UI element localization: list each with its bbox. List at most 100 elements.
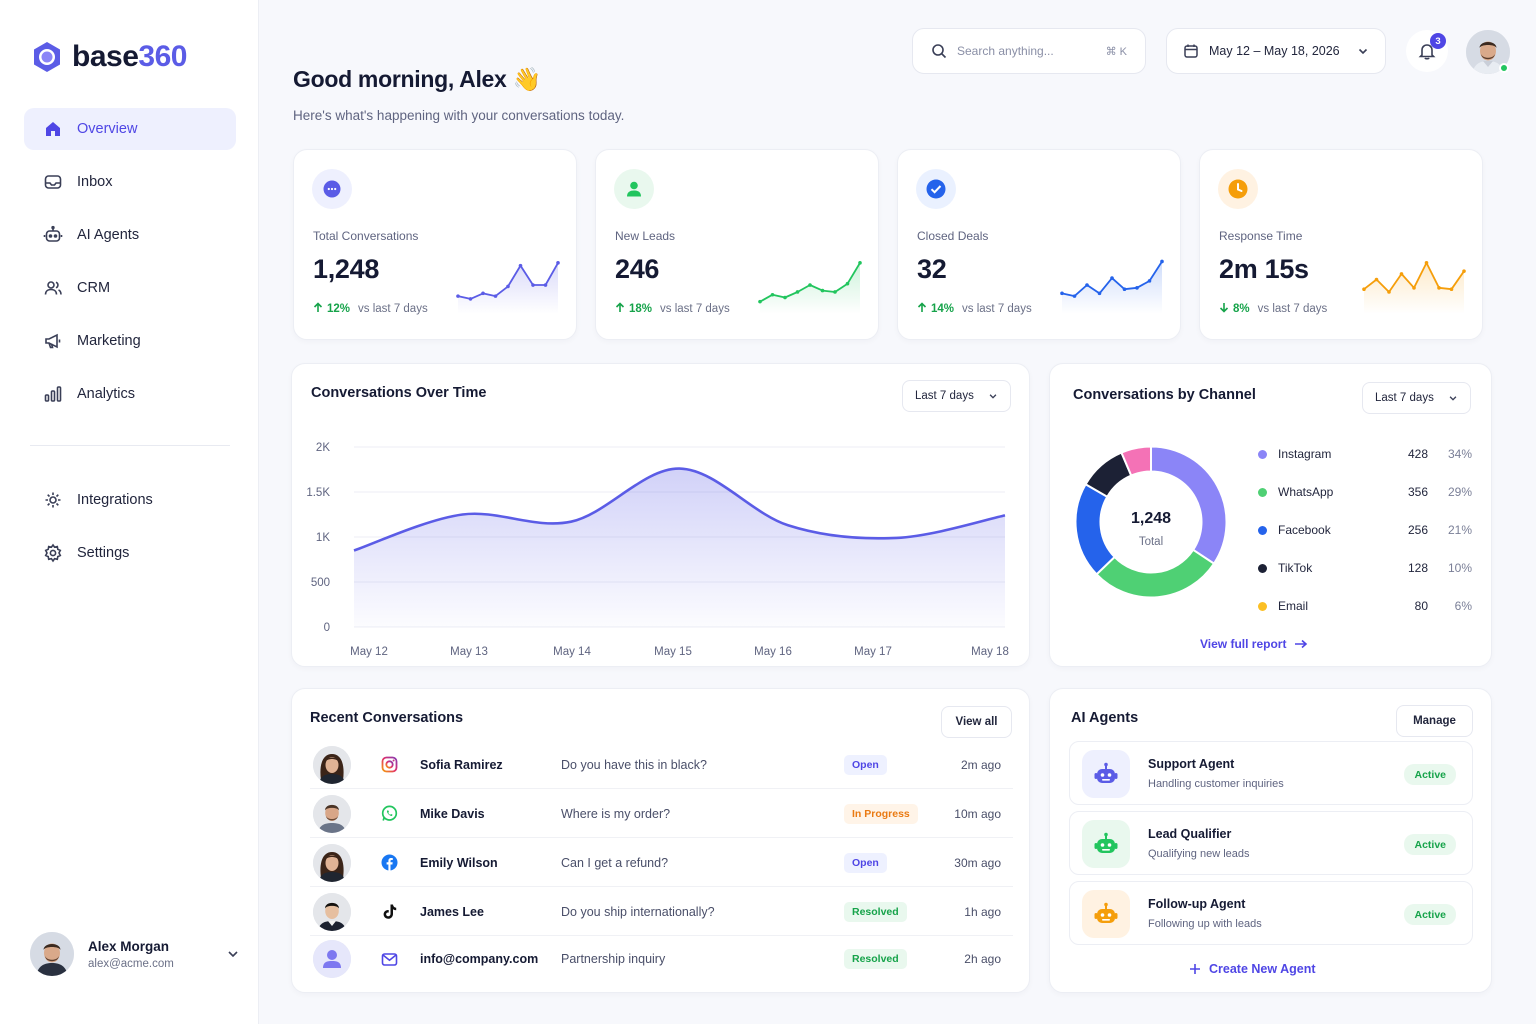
donut-total: 1,248 — [1130, 510, 1172, 527]
sparkline-point — [1110, 276, 1114, 280]
brand-logo[interactable]: base360 — [30, 40, 187, 74]
sidebar-item-overview[interactable]: Overview — [24, 108, 236, 150]
sparkline-point — [1387, 290, 1391, 294]
logo-hexagon-icon — [34, 42, 60, 72]
page-subtitle: Here's what's happening with your conver… — [293, 108, 625, 123]
kpi-card[interactable]: Response Time 2m 15s 8% vs last 7 days — [1199, 149, 1483, 340]
range-dropdown-label: Last 7 days — [1375, 392, 1434, 404]
legend-dot — [1258, 487, 1267, 497]
legend-percent: 6% — [1454, 599, 1472, 613]
sidebar-item-inbox[interactable]: Inbox — [24, 161, 236, 203]
sparkline-area — [458, 262, 558, 314]
sparkline-area — [1062, 261, 1162, 314]
donut-slice-email[interactable] — [1120, 445, 1152, 477]
table-row[interactable]: Mike Davis Where is my order? In Progress 1… — [310, 790, 1013, 838]
contact-name: Emily Wilson — [420, 855, 498, 870]
table-row[interactable]: info@company.com Partnership inquiry Resol… — [310, 935, 1013, 983]
search-input[interactable]: Search anything... ⌘ K — [912, 28, 1146, 74]
user-email: alex@acme.com — [88, 957, 174, 970]
sparkline-point — [468, 297, 473, 301]
table-row[interactable]: James Lee Do you ship internationally? Res… — [310, 888, 1013, 936]
donut-slice-facebook[interactable] — [1074, 482, 1116, 576]
sidebar-item-label: Settings — [77, 545, 130, 561]
table-row[interactable]: Emily Wilson Can I get a refund? Open 30m a… — [310, 839, 1013, 887]
range-dropdown[interactable]: Last 7 days — [1362, 382, 1471, 414]
legend-item[interactable]: WhatsApp 356 29% — [1258, 484, 1472, 500]
date-range-picker[interactable]: May 12 – May 18, 2026 — [1166, 28, 1386, 74]
kpi-card[interactable]: Total Conversations 1,248 12% vs last 7 day… — [293, 149, 577, 340]
sparkline-point — [1135, 286, 1139, 290]
agent-name: Follow-up Agent — [1148, 897, 1246, 911]
online-status-dot — [1499, 63, 1509, 73]
legend-dot — [1258, 525, 1267, 535]
create-new-agent-link[interactable]: Create New Agent — [1189, 962, 1316, 976]
legend-item[interactable]: TikTok 128 10% — [1258, 560, 1472, 576]
legend-name: Facebook — [1278, 523, 1331, 537]
chevron-down-icon — [1449, 396, 1457, 401]
status-badge: In Progress — [844, 803, 918, 824]
date-range-label: May 12 – May 18, 2026 — [1209, 44, 1340, 58]
sidebar-item-marketing[interactable]: Marketing — [24, 320, 236, 362]
arrow-up-icon — [615, 302, 625, 316]
manage-agents-button[interactable]: Manage — [1396, 705, 1473, 737]
sidebar-item-label: CRM — [77, 280, 111, 296]
status-badge: Active — [1404, 904, 1456, 925]
legend-count: 428 — [1407, 447, 1428, 461]
clock-icon — [1218, 169, 1258, 209]
sidebar-item-settings[interactable]: Settings — [24, 532, 236, 574]
agent-card[interactable]: Follow-up Agent Following up with leads Ac… — [1069, 881, 1473, 945]
kpi-delta-note: vs last 7 days — [1257, 303, 1328, 315]
robot-icon — [43, 225, 63, 245]
legend-item[interactable]: Facebook 256 21% — [1258, 522, 1472, 538]
x-tick-label: May 12 — [350, 646, 388, 658]
range-dropdown[interactable]: Last 7 days — [902, 380, 1011, 412]
status-badge: Active — [1404, 834, 1456, 855]
x-tick-label: May 13 — [450, 646, 488, 658]
kpi-value: 32 — [917, 254, 947, 284]
sparkline-point — [1097, 291, 1102, 296]
legend-percent: 34% — [1447, 447, 1472, 461]
sidebar-item-label: AI Agents — [77, 227, 140, 243]
kpi-card[interactable]: New Leads 246 18% vs last 7 days — [595, 149, 879, 340]
tiktok-icon — [380, 903, 398, 921]
sparkline-point — [808, 283, 812, 287]
user-menu[interactable]: Alex Morgan alex@acme.com — [30, 932, 240, 976]
view-full-report-link[interactable]: View full report — [1200, 637, 1308, 651]
legend-item[interactable]: Email 80 6% — [1258, 598, 1472, 614]
arrow-up-icon — [313, 302, 323, 316]
legend-name: TikTok — [1278, 561, 1313, 575]
kpi-value: 246 — [615, 254, 660, 284]
sidebar-item-analytics[interactable]: Analytics — [24, 373, 236, 415]
view-all-button[interactable]: View all — [941, 706, 1012, 738]
sparkline-point — [493, 294, 498, 298]
area-fill — [354, 468, 1005, 627]
avatar — [30, 932, 74, 976]
agent-description: Qualifying new leads — [1148, 848, 1250, 860]
chevron-down-icon[interactable] — [226, 947, 240, 961]
donut-total-label: Total — [1138, 536, 1164, 548]
main-nav: Overview Inbox AI Agents CRM Marketing A… — [24, 108, 236, 426]
sparkline-point — [543, 283, 548, 287]
bar-chart-icon — [43, 384, 63, 404]
sidebar-item-integrations[interactable]: Integrations — [24, 479, 236, 521]
status-badge: Resolved — [844, 901, 907, 922]
table-row[interactable]: Sofia Ramirez Do you have this in black? O… — [310, 741, 1013, 789]
y-tick-label: 0 — [324, 622, 330, 634]
check-circle-icon — [916, 169, 956, 209]
kpi-card[interactable]: Closed Deals 32 14% vs last 7 days — [897, 149, 1181, 340]
sparkline-point — [833, 290, 837, 294]
x-tick-label: May 18 — [971, 646, 1009, 658]
legend-item[interactable]: Instagram 428 34% — [1258, 446, 1472, 462]
avatar — [313, 940, 351, 978]
contact-name: info@company.com — [420, 952, 539, 966]
kpi-delta-percent: 12% — [327, 303, 351, 315]
agent-card[interactable]: Lead Qualifier Qualifying new leads Active — [1069, 811, 1473, 875]
sidebar-item-ai-agents[interactable]: AI Agents — [24, 214, 236, 256]
kpi-value: 1,248 — [313, 254, 380, 284]
sparkline — [1362, 261, 1466, 314]
avatar[interactable] — [1466, 30, 1510, 74]
sidebar-item-label: Overview — [77, 121, 138, 137]
agent-card[interactable]: Support Agent Handling customer inquiries… — [1069, 741, 1473, 805]
message-preview: Where is my order? — [561, 806, 671, 821]
sidebar-item-crm[interactable]: CRM — [24, 267, 236, 309]
